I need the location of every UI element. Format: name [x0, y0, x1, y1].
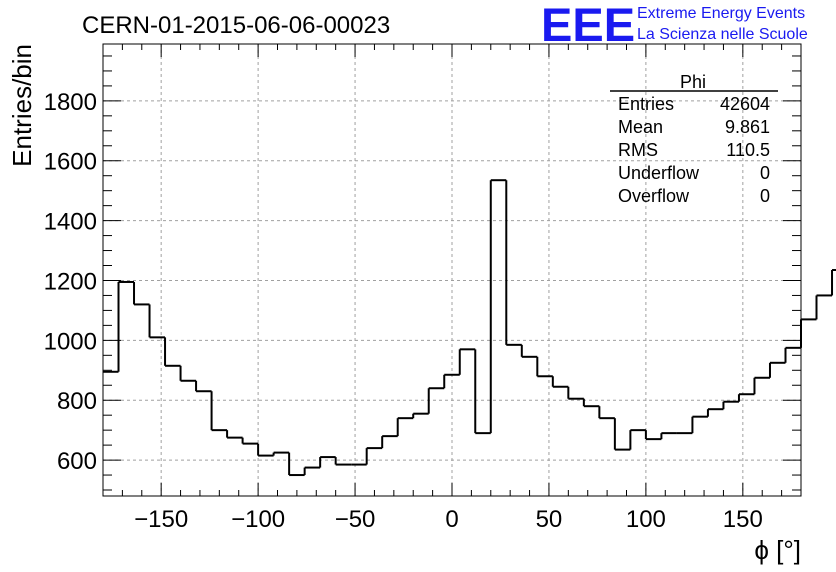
logo-mark: EEE — [541, 0, 635, 51]
y-axis-title: Entries/bin — [7, 44, 37, 167]
x-tick-label: 0 — [445, 506, 458, 533]
stats-rows: Entries 42604 Mean 9.861 RMS 110.5 Underflow 0 O… — [618, 94, 770, 206]
y-tick-label: 1400 — [44, 209, 97, 236]
x-tick-label: −100 — [231, 506, 285, 533]
stats-label: Mean — [618, 117, 663, 137]
y-tick-label: 800 — [57, 388, 97, 415]
y-tick-label: 1200 — [44, 268, 97, 295]
x-tick-label: 150 — [723, 506, 763, 533]
stats-label: RMS — [618, 140, 658, 160]
stats-label: Underflow — [618, 163, 700, 183]
x-tick-label: −150 — [134, 506, 188, 533]
histogram-series — [103, 179, 836, 477]
y-tick-label: 1000 — [44, 328, 97, 355]
x-axis: −150 −100 −50 0 50 100 150 — [102, 44, 802, 533]
stats-box: Phi Entries 42604 Mean 9.861 RMS 110.5 Underfl… — [610, 72, 778, 206]
chart-title: CERN-01-2015-06-06-00023 — [82, 12, 390, 39]
stats-value: 9.861 — [725, 117, 770, 137]
grid-lines — [103, 44, 801, 496]
stats-label: Entries — [618, 94, 674, 114]
y-tick-label: 1600 — [44, 149, 97, 176]
x-tick-label: −50 — [335, 506, 376, 533]
x-axis-title: ϕ [°] — [754, 535, 801, 565]
y-axis: 600 800 1000 1200 1400 1600 1800 — [44, 55, 801, 491]
eee-logo: EEE Extreme Energy Events La Scienza nel… — [541, 0, 808, 51]
stats-value: 42604 — [720, 94, 770, 114]
logo-line-1: Extreme Energy Events — [637, 5, 805, 22]
y-tick-label: 1800 — [44, 89, 97, 116]
y-tick-label: 600 — [57, 448, 97, 475]
x-tick-label: 100 — [626, 506, 666, 533]
stats-title: Phi — [680, 72, 706, 92]
stats-value: 0 — [760, 163, 770, 183]
stats-value: 110.5 — [726, 140, 770, 160]
x-tick-label: 50 — [536, 506, 563, 533]
stats-label: Overflow — [618, 186, 690, 206]
stats-value: 0 — [760, 186, 770, 206]
logo-line-2: La Scienza nelle Scuole — [637, 26, 808, 43]
